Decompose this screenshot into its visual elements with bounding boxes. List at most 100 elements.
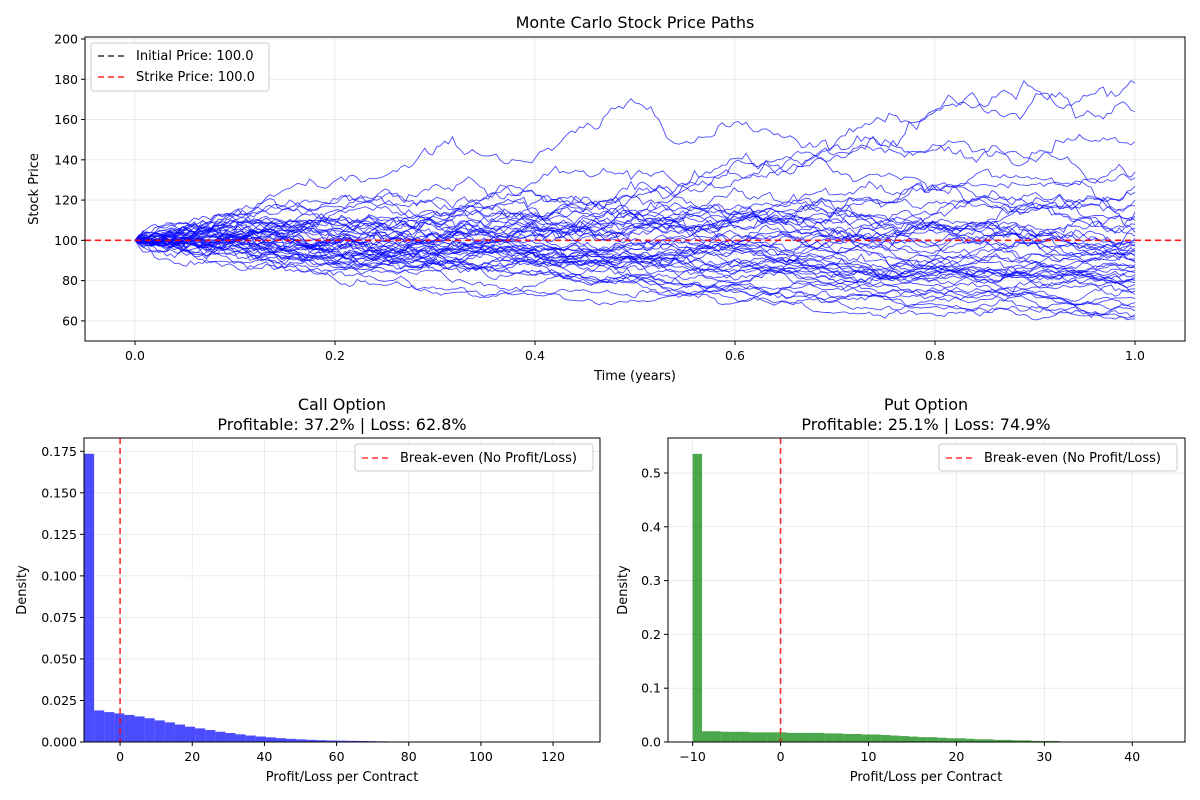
histogram-bar (286, 738, 297, 742)
price-path (134, 204, 1136, 289)
put-subtitle: Profitable: 25.1% | Loss: 74.9% (801, 415, 1050, 434)
x-tick-label: 10 (861, 749, 877, 764)
y-tick-label: 0.025 (41, 693, 77, 708)
y-axis-ticks: 60 80 100 120 140 160 180 200 (54, 32, 85, 328)
price-path (134, 79, 1136, 244)
histogram-bar (275, 738, 287, 742)
y-tick-label: 0.050 (41, 651, 77, 666)
y-tick-label: 60 (62, 313, 78, 328)
call-title: Call Option (298, 395, 386, 414)
histogram-bar (154, 720, 165, 742)
y-tick-label: 0.125 (41, 527, 77, 542)
legend-break-even-label: Break-even (No Profit/Loss) (400, 451, 577, 466)
histogram-bar (946, 738, 957, 742)
histogram-bar (94, 710, 105, 742)
histogram-bar (702, 731, 712, 742)
legend-box (354, 443, 594, 472)
plot-frame (83, 437, 601, 743)
y-tick-label: 80 (62, 273, 78, 288)
x-axis-label: Profit/Loss per Contract (266, 770, 419, 785)
price-path (134, 228, 1136, 279)
x-axis-label: Time (years) (593, 369, 676, 384)
histogram-bar (235, 734, 246, 742)
y-tick-label: 0.075 (41, 610, 77, 625)
histogram-bar (215, 731, 226, 742)
histogram-bar (720, 731, 731, 742)
price-path (134, 239, 1136, 306)
histogram-bar (993, 739, 1004, 742)
histogram-bar (880, 735, 891, 742)
y-tick-label: 0.5 (641, 465, 661, 480)
x-tick-label: 30 (1036, 749, 1052, 764)
monte-carlo-panel: Monte Carlo Stock Price Paths 0.0 0.2 0.4 0… (27, 13, 1186, 384)
histogram-bar (336, 740, 347, 742)
histogram-bar (796, 732, 806, 742)
x-tick-label: 20 (948, 749, 964, 764)
histogram-bar (852, 733, 862, 742)
price-path (134, 237, 1136, 283)
histogram-bar (225, 733, 236, 742)
price-path (134, 206, 1136, 263)
x-tick-label: −10 (679, 749, 705, 764)
histogram-bar (777, 732, 787, 742)
histogram-bar (786, 732, 797, 742)
x-tick-label: 20 (184, 749, 200, 764)
price-path (134, 183, 1136, 243)
grid (85, 37, 1185, 341)
x-tick-label: 100 (469, 749, 493, 764)
x-tick-label: 0 (777, 749, 785, 764)
price-path (134, 168, 1136, 244)
price-path (134, 238, 1136, 319)
price-path (134, 209, 1136, 261)
histogram-bar (114, 713, 125, 742)
price-path (134, 239, 1136, 321)
histogram-bar (1012, 740, 1022, 742)
histogram-bar (104, 712, 115, 742)
histogram-bar (124, 714, 135, 742)
histogram-bar (1003, 739, 1013, 742)
histogram-bar (974, 739, 985, 742)
call-histogram-bars (84, 453, 590, 742)
price-path (134, 235, 1136, 312)
price-path (134, 79, 1136, 241)
x-tick-label: 0.4 (525, 348, 545, 363)
histogram-bar (245, 735, 256, 742)
histogram-bar (316, 740, 327, 742)
x-axis-label: Profit/Loss per Contract (850, 770, 1003, 785)
price-path (134, 98, 1136, 241)
histogram-bar (144, 718, 155, 742)
histogram-bar (824, 733, 834, 742)
histogram-bar (185, 726, 196, 742)
grid (84, 438, 600, 743)
y-tick-label: 0.4 (641, 519, 661, 534)
histogram-bar (1031, 740, 1041, 742)
price-path (134, 226, 1136, 321)
x-tick-label: 0.6 (725, 348, 745, 363)
y-tick-label: 160 (54, 112, 78, 127)
histogram-bar (346, 740, 357, 742)
legend-strike-label: Strike Price: 100.0 (136, 70, 255, 85)
x-tick-label: 40 (256, 749, 272, 764)
x-tick-label: 1.0 (1125, 348, 1145, 363)
y-tick-label: 200 (54, 32, 78, 47)
price-path (134, 185, 1136, 255)
price-path (134, 207, 1136, 262)
histogram-bar (965, 738, 975, 742)
histogram-bar (899, 736, 910, 742)
price-path (134, 218, 1136, 280)
x-axis-ticks: −10 0 10 20 30 40 (679, 742, 1140, 764)
y-tick-label: 0.175 (41, 444, 77, 459)
call-option-panel: Call Option Profitable: 37.2% | Loss: 62… (15, 395, 601, 785)
y-tick-label: 100 (54, 233, 78, 248)
histogram-bar (805, 732, 815, 742)
x-tick-label: 40 (1124, 749, 1140, 764)
plot-frame (667, 437, 1186, 743)
grid (668, 438, 1185, 743)
histogram-bar (1040, 740, 1051, 742)
histogram-bar (909, 736, 919, 742)
put-option-panel: Put Option Profitable: 25.1% | Loss: 74.… (616, 395, 1186, 785)
histogram-bar (265, 737, 276, 742)
legend: Break-even (No Profit/Loss) (938, 443, 1178, 472)
histogram-bar (918, 737, 928, 742)
